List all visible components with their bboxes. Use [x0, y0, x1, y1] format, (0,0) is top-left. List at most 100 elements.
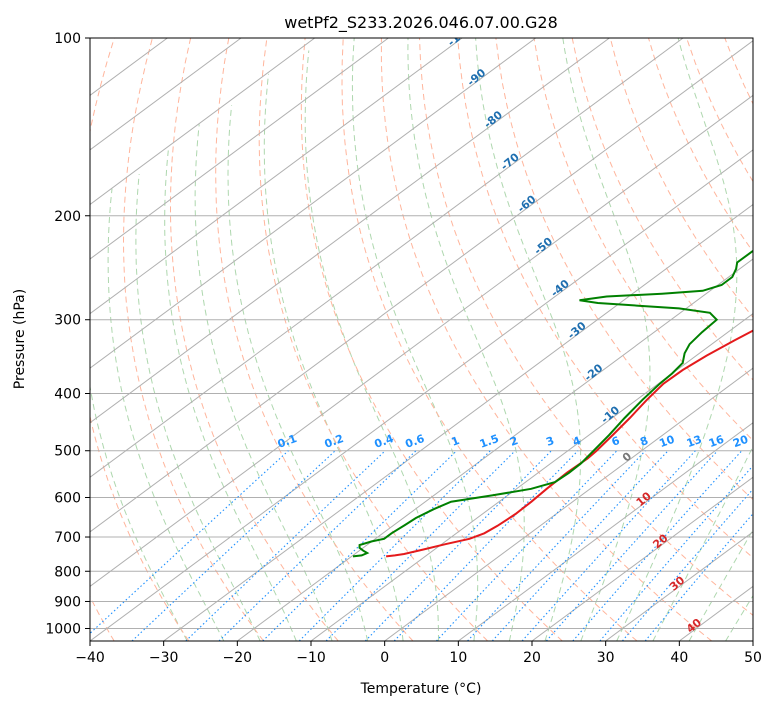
dry-adiabat-line — [90, 38, 190, 641]
dry-adiabat-line — [380, 38, 713, 641]
mixing-ratio-line — [185, 450, 386, 641]
isotherm-line — [163, 203, 753, 641]
moist-adiabat-line — [725, 594, 753, 641]
mixing-ratio-label: 2 — [508, 434, 520, 449]
mixing-ratio-line — [393, 450, 579, 641]
sounding-series — [352, 249, 753, 558]
grid-lines — [90, 38, 753, 641]
temperature-label: -60 — [515, 192, 539, 215]
moist-adiabat-line — [688, 528, 753, 641]
temperature-label: -50 — [532, 235, 556, 258]
isotherm-line — [458, 422, 753, 641]
y-tick-label: 700 — [54, 530, 81, 546]
mixing-ratio-line — [521, 450, 696, 641]
dry-adiabat-line — [170, 38, 339, 641]
moist-adiabat-line — [407, 38, 525, 641]
mixing-ratio-label: 0.2 — [323, 432, 346, 451]
temperature-label: 20 — [650, 531, 670, 551]
isotherm-line — [90, 38, 242, 151]
moist-adiabat-line — [304, 50, 439, 641]
dry-adiabat-line — [122, 38, 264, 641]
moist-adiabat-line — [135, 174, 261, 641]
isotherm-line — [90, 94, 753, 588]
x-tick-label: −40 — [75, 650, 105, 666]
mixing-ratio-label: 0.4 — [373, 432, 396, 451]
isotherm-line — [90, 38, 610, 424]
x-tick-label: 10 — [449, 650, 467, 666]
y-tick-label: 300 — [54, 313, 81, 329]
mixing-ratio-label: 8 — [638, 434, 650, 449]
isotherm-line — [90, 38, 463, 315]
temperature-label: -90 — [465, 66, 489, 89]
moist-adiabat-line — [562, 38, 651, 641]
moist-adiabat-line — [194, 124, 333, 641]
mixing-ratio-line — [599, 464, 753, 641]
mixing-ratio-line — [545, 450, 719, 641]
moist-adiabat-line — [227, 105, 369, 641]
temperature-label: -10 — [599, 403, 623, 426]
dry-adiabat-line — [648, 38, 753, 253]
mixing-ratio-line — [572, 450, 743, 641]
moist-adiabat-line — [164, 150, 297, 641]
x-tick-label: 30 — [597, 650, 615, 666]
moist-adiabat-line — [762, 38, 775, 641]
temperature-label: -30 — [565, 319, 589, 342]
isotherm-line — [384, 367, 753, 641]
moist-adiabat-line — [475, 38, 582, 641]
moist-adiabat-line — [263, 73, 404, 641]
x-tick-label: −20 — [223, 650, 253, 666]
isotherm-line — [531, 476, 753, 641]
mixing-ratio-label: 1.5 — [478, 432, 501, 451]
y-tick-label: 900 — [54, 594, 81, 610]
moist-adiabat-line — [90, 383, 188, 641]
axes-ticks: −40 −30 −20 −10 0 10 20 30 40 5010020030040050060… — [45, 31, 762, 666]
y-tick-label: 500 — [54, 444, 81, 460]
x-tick-label: −10 — [296, 650, 326, 666]
mixing-ratio-label: 20 — [731, 433, 750, 451]
mixing-ratio-line — [621, 488, 753, 641]
mixing-ratio-label: 0.6 — [403, 432, 426, 451]
y-tick-label: 1000 — [45, 621, 81, 637]
x-tick-label: 50 — [744, 650, 762, 666]
x-tick-label: −30 — [149, 650, 179, 666]
x-tick-label: 0 — [380, 650, 389, 666]
temperature-label: 30 — [667, 574, 687, 594]
x-axis-label: Temperature (°C) — [360, 681, 482, 697]
mixing-ratio-line — [364, 450, 552, 641]
dry-adiabat-line — [90, 595, 115, 641]
temperature-label: -80 — [481, 108, 505, 131]
moist-adiabat-line — [351, 38, 479, 641]
dry-adiabat-line — [571, 38, 753, 381]
isotherm-line — [90, 149, 753, 641]
dry-adiabat-line — [763, 38, 775, 641]
mixing-ratio-line — [218, 450, 417, 641]
mixing-ratio-label: 16 — [707, 433, 726, 451]
x-tick-label: 20 — [523, 650, 541, 666]
dewpoint-profile-line — [352, 249, 753, 558]
dry-adiabat-line — [495, 38, 753, 501]
isotherm-line — [90, 38, 389, 260]
dry-adiabat-line — [300, 38, 563, 641]
moist-adiabats — [90, 38, 775, 641]
mixing-ratio-line — [131, 450, 336, 641]
isotherm-line — [90, 40, 753, 533]
dry-adiabat-line — [258, 38, 488, 641]
y-tick-label: 600 — [54, 490, 81, 506]
mixing-ratio-line — [298, 450, 491, 641]
y-tick-label: 200 — [54, 209, 81, 225]
y-axis-label: Pressure (hPa) — [12, 289, 28, 389]
isotherm-line — [310, 312, 753, 641]
mixing-ratio-line — [325, 450, 516, 641]
dry-adiabat-line — [215, 38, 414, 641]
dry-adiabat-line — [341, 38, 638, 641]
moist-adiabat-line — [652, 445, 753, 641]
y-tick-label: 100 — [54, 31, 81, 47]
mixing-ratio-label: 0.1 — [276, 432, 299, 451]
mixing-ratio-line — [435, 450, 618, 641]
mixing-ratio-label: 3 — [544, 434, 556, 449]
overlay-labels: 0.1 0.2 0.4 0.6 1 1.5 2 3 4 6 8 10 13 16 20 -100 -90 -80 -… — [276, 38, 751, 636]
dry-adiabat-line — [533, 38, 753, 442]
moist-adiabat-line — [107, 188, 225, 641]
mixing-ratio-line — [491, 450, 669, 641]
